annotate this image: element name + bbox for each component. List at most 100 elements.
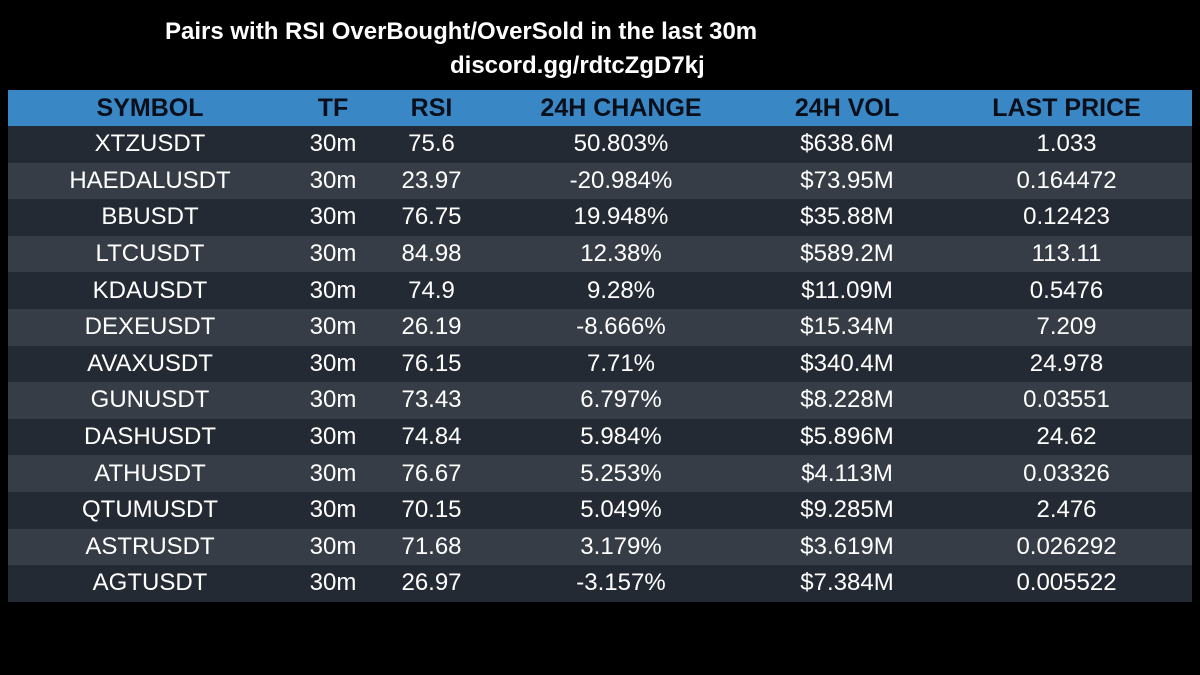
cell-24h-vol: $15.34M	[753, 309, 941, 346]
table-row: XTZUSDT 30m 75.6 50.803% $638.6M 1.033	[8, 126, 1192, 163]
cell-tf: 30m	[292, 126, 374, 163]
cell-tf: 30m	[292, 382, 374, 419]
cell-symbol: GUNUSDT	[8, 382, 292, 419]
cell-last-price: 1.033	[941, 126, 1192, 163]
cell-last-price: 113.11	[941, 236, 1192, 273]
cell-last-price: 24.62	[941, 419, 1192, 456]
cell-24h-change: 7.71%	[489, 346, 753, 383]
cell-symbol: QTUMUSDT	[8, 492, 292, 529]
column-header-symbol[interactable]: SYMBOL	[8, 90, 292, 126]
discord-link[interactable]: discord.gg/rdtcZgD7kj	[450, 51, 705, 81]
page-title: Pairs with RSI OverBought/OverSold in th…	[165, 17, 757, 47]
cell-symbol: DASHUSDT	[8, 419, 292, 456]
table-header-row: SYMBOL TF RSI 24H CHANGE 24H VOL LAST PR…	[8, 90, 1192, 126]
cell-24h-vol: $7.384M	[753, 565, 941, 602]
cell-24h-change: 9.28%	[489, 272, 753, 309]
cell-rsi: 75.6	[374, 126, 489, 163]
cell-rsi: 23.97	[374, 163, 489, 200]
cell-rsi: 70.15	[374, 492, 489, 529]
cell-rsi: 76.67	[374, 455, 489, 492]
cell-24h-vol: $638.6M	[753, 126, 941, 163]
table-row: KDAUSDT 30m 74.9 9.28% $11.09M 0.5476	[8, 272, 1192, 309]
cell-rsi: 76.75	[374, 199, 489, 236]
cell-rsi: 73.43	[374, 382, 489, 419]
cell-24h-change: 12.38%	[489, 236, 753, 273]
cell-symbol: DEXEUSDT	[8, 309, 292, 346]
cell-symbol: XTZUSDT	[8, 126, 292, 163]
cell-last-price: 24.978	[941, 346, 1192, 383]
cell-24h-vol: $340.4M	[753, 346, 941, 383]
table-row: ATHUSDT 30m 76.67 5.253% $4.113M 0.03326	[8, 455, 1192, 492]
cell-24h-change: 3.179%	[489, 529, 753, 566]
table-row: DEXEUSDT 30m 26.19 -8.666% $15.34M 7.209	[8, 309, 1192, 346]
cell-tf: 30m	[292, 565, 374, 602]
cell-tf: 30m	[292, 199, 374, 236]
cell-symbol: AVAXUSDT	[8, 346, 292, 383]
cell-rsi: 26.19	[374, 309, 489, 346]
table-row: LTCUSDT 30m 84.98 12.38% $589.2M 113.11	[8, 236, 1192, 273]
cell-tf: 30m	[292, 309, 374, 346]
cell-rsi: 71.68	[374, 529, 489, 566]
cell-tf: 30m	[292, 272, 374, 309]
cell-last-price: 0.164472	[941, 163, 1192, 200]
table-row: AGTUSDT 30m 26.97 -3.157% $7.384M 0.0055…	[8, 565, 1192, 602]
table-row: ASTRUSDT 30m 71.68 3.179% $3.619M 0.0262…	[8, 529, 1192, 566]
table-row: GUNUSDT 30m 73.43 6.797% $8.228M 0.03551	[8, 382, 1192, 419]
cell-symbol: ATHUSDT	[8, 455, 292, 492]
cell-rsi: 74.84	[374, 419, 489, 456]
column-header-rsi[interactable]: RSI	[374, 90, 489, 126]
cell-24h-change: 5.253%	[489, 455, 753, 492]
cell-tf: 30m	[292, 163, 374, 200]
cell-last-price: 0.005522	[941, 565, 1192, 602]
table-row: DASHUSDT 30m 74.84 5.984% $5.896M 24.62	[8, 419, 1192, 456]
cell-24h-vol: $3.619M	[753, 529, 941, 566]
cell-tf: 30m	[292, 455, 374, 492]
cell-rsi: 84.98	[374, 236, 489, 273]
table-row: HAEDALUSDT 30m 23.97 -20.984% $73.95M 0.…	[8, 163, 1192, 200]
cell-rsi: 26.97	[374, 565, 489, 602]
cell-tf: 30m	[292, 492, 374, 529]
cell-tf: 30m	[292, 346, 374, 383]
cell-24h-vol: $11.09M	[753, 272, 941, 309]
cell-24h-change: -3.157%	[489, 565, 753, 602]
cell-24h-vol: $73.95M	[753, 163, 941, 200]
cell-24h-change: 6.797%	[489, 382, 753, 419]
rsi-pairs-table: SYMBOL TF RSI 24H CHANGE 24H VOL LAST PR…	[8, 90, 1192, 602]
cell-last-price: 0.03551	[941, 382, 1192, 419]
cell-last-price: 0.5476	[941, 272, 1192, 309]
cell-last-price: 2.476	[941, 492, 1192, 529]
cell-24h-vol: $589.2M	[753, 236, 941, 273]
cell-24h-change: -8.666%	[489, 309, 753, 346]
cell-symbol: KDAUSDT	[8, 272, 292, 309]
table-row: AVAXUSDT 30m 76.15 7.71% $340.4M 24.978	[8, 346, 1192, 383]
cell-24h-vol: $4.113M	[753, 455, 941, 492]
cell-symbol: ASTRUSDT	[8, 529, 292, 566]
cell-symbol: BBUSDT	[8, 199, 292, 236]
cell-tf: 30m	[292, 236, 374, 273]
column-header-tf[interactable]: TF	[292, 90, 374, 126]
column-header-24h-vol[interactable]: 24H VOL	[753, 90, 941, 126]
cell-symbol: HAEDALUSDT	[8, 163, 292, 200]
cell-rsi: 74.9	[374, 272, 489, 309]
column-header-last-price[interactable]: LAST PRICE	[941, 90, 1192, 126]
cell-24h-change: 5.984%	[489, 419, 753, 456]
column-header-24h-change[interactable]: 24H CHANGE	[489, 90, 753, 126]
cell-24h-change: 19.948%	[489, 199, 753, 236]
cell-24h-change: 5.049%	[489, 492, 753, 529]
cell-symbol: LTCUSDT	[8, 236, 292, 273]
cell-rsi: 76.15	[374, 346, 489, 383]
table-row: QTUMUSDT 30m 70.15 5.049% $9.285M 2.476	[8, 492, 1192, 529]
cell-24h-vol: $35.88M	[753, 199, 941, 236]
cell-tf: 30m	[292, 419, 374, 456]
cell-24h-vol: $8.228M	[753, 382, 941, 419]
cell-24h-vol: $9.285M	[753, 492, 941, 529]
cell-24h-vol: $5.896M	[753, 419, 941, 456]
cell-24h-change: 50.803%	[489, 126, 753, 163]
cell-tf: 30m	[292, 529, 374, 566]
cell-symbol: AGTUSDT	[8, 565, 292, 602]
cell-last-price: 0.12423	[941, 199, 1192, 236]
cell-last-price: 7.209	[941, 309, 1192, 346]
cell-last-price: 0.026292	[941, 529, 1192, 566]
cell-24h-change: -20.984%	[489, 163, 753, 200]
table-row: BBUSDT 30m 76.75 19.948% $35.88M 0.12423	[8, 199, 1192, 236]
